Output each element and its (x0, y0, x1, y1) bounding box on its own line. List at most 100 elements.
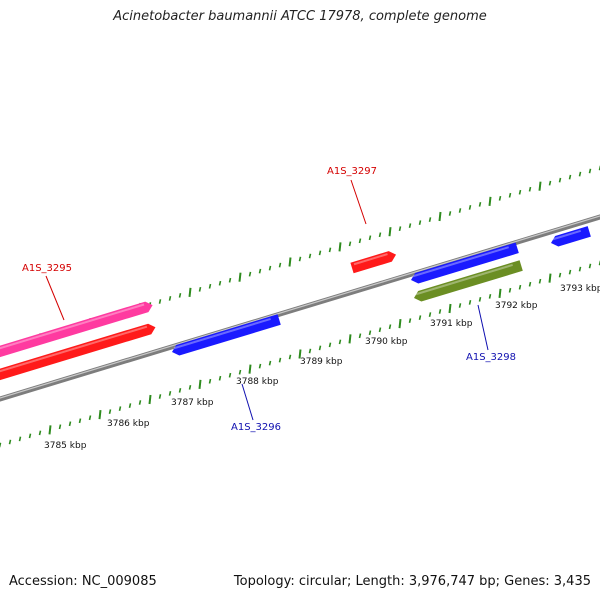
scale-label: 3787 kbp (171, 398, 214, 408)
scale-label: 3789 kbp (300, 357, 343, 367)
inner-tick (278, 357, 282, 363)
inner-tick (148, 394, 152, 405)
inner-tick (48, 425, 52, 435)
gene-bar-blue-upper[interactable] (411, 242, 519, 284)
outer-tick (518, 189, 522, 195)
gene-bar-a1s-3296[interactable] (172, 314, 281, 356)
outer-tick (458, 208, 462, 213)
inner-tick (538, 278, 542, 284)
outer-tick (348, 241, 352, 247)
gene-label[interactable]: A1S_3297 (327, 166, 377, 177)
outer-tick (498, 195, 502, 201)
inner-tick (108, 409, 112, 415)
inner-tick (238, 369, 242, 375)
outer-tick (218, 280, 222, 286)
inner-tick (0, 442, 2, 448)
inner-tick (448, 303, 452, 314)
inner-tick (318, 345, 322, 351)
outer-tick (478, 202, 482, 207)
outer-tick (388, 227, 392, 237)
inner-tick (228, 372, 232, 378)
inner-tick (208, 378, 212, 384)
outer-tick (408, 223, 412, 229)
gene-leader-line (45, 275, 65, 321)
scale-labels: 3785 kbp 3786 kbp 3787 kbp 3788 kbp 3789 kbp… (44, 284, 600, 451)
outer-tick (298, 256, 302, 262)
inner-tick (128, 403, 132, 408)
gene-bar-red-long[interactable] (0, 323, 156, 384)
inner-tick (568, 269, 572, 275)
inner-tick (478, 297, 482, 302)
outer-tick (428, 217, 432, 222)
inner-tick (578, 266, 582, 272)
inner-tick (58, 424, 62, 430)
inner-tick (218, 375, 222, 381)
inner-tick (8, 439, 12, 445)
outer-tick (508, 192, 512, 198)
genome-title: Acinetobacter baumannii ATCC 17978, comp… (113, 9, 487, 24)
inner-tick (508, 287, 512, 293)
outer-tick (268, 265, 272, 271)
outer-tick (188, 287, 192, 297)
gene-bar-blue-right[interactable] (551, 226, 591, 247)
inner-tick (28, 433, 32, 439)
inner-tick (558, 272, 562, 278)
outer-tick (198, 286, 202, 292)
scale-label: 3793 kbp (560, 284, 600, 294)
scale-label: 3788 kbp (236, 377, 279, 387)
inner-tick (178, 388, 182, 393)
inner-tick (588, 263, 592, 269)
gene-leader-line (477, 304, 489, 351)
scale-label: 3790 kbp (365, 337, 408, 347)
genome-stats-text: Topology: circular; Length: 3,976,747 bp… (233, 574, 591, 589)
inner-tick (348, 334, 352, 344)
inner-tick (528, 281, 532, 287)
gene-leader-line (241, 383, 254, 421)
outer-tick (398, 226, 402, 232)
inner-tick (408, 318, 412, 324)
outer-tick (588, 168, 592, 174)
gene-bar-a1s-3298[interactable] (414, 260, 523, 302)
outer-tick (558, 177, 562, 183)
scale-label: 3792 kbp (495, 301, 538, 311)
outer-tick (488, 196, 492, 206)
inner-tick (288, 354, 292, 360)
outer-tick (368, 235, 372, 241)
inner-tick (488, 293, 492, 299)
outer-tick (258, 268, 262, 274)
outer-tick (438, 211, 442, 222)
inner-tick (398, 319, 402, 329)
inner-tick (378, 327, 382, 333)
accession-text: Accession: NC_009085 (9, 574, 157, 589)
inner-tick (138, 400, 142, 405)
outer-tick (178, 293, 182, 298)
outer-tick (568, 174, 572, 180)
scale-label: 3791 kbp (430, 319, 473, 329)
inner-tick (188, 384, 192, 390)
inner-tick (438, 309, 442, 314)
outer-tick (578, 171, 582, 177)
inner-tick (338, 339, 342, 345)
inner-tick (298, 349, 302, 359)
outer-tick (418, 220, 422, 225)
gene-label[interactable]: A1S_3298 (466, 352, 516, 363)
inner-tick (198, 379, 202, 389)
inner-tick (518, 284, 522, 290)
gene-bar-a1s-3297[interactable] (350, 251, 397, 274)
outer-tick (528, 186, 532, 192)
inner-tick (18, 436, 22, 442)
inner-tick (468, 300, 472, 305)
gene-bar-a1s-3295[interactable] (0, 301, 153, 361)
gene-label[interactable]: A1S_3296 (231, 422, 281, 433)
inner-tick (158, 394, 162, 399)
inner-tick (98, 410, 102, 420)
inner-tick (428, 312, 432, 317)
inner-tick (258, 363, 262, 369)
outer-tick (278, 262, 282, 268)
outer-tick (308, 253, 312, 259)
gene-label[interactable]: A1S_3295 (22, 263, 72, 274)
outer-tick (378, 232, 382, 238)
inner-tick (458, 303, 462, 308)
inner-tick (168, 391, 172, 396)
inner-tick (368, 330, 372, 336)
